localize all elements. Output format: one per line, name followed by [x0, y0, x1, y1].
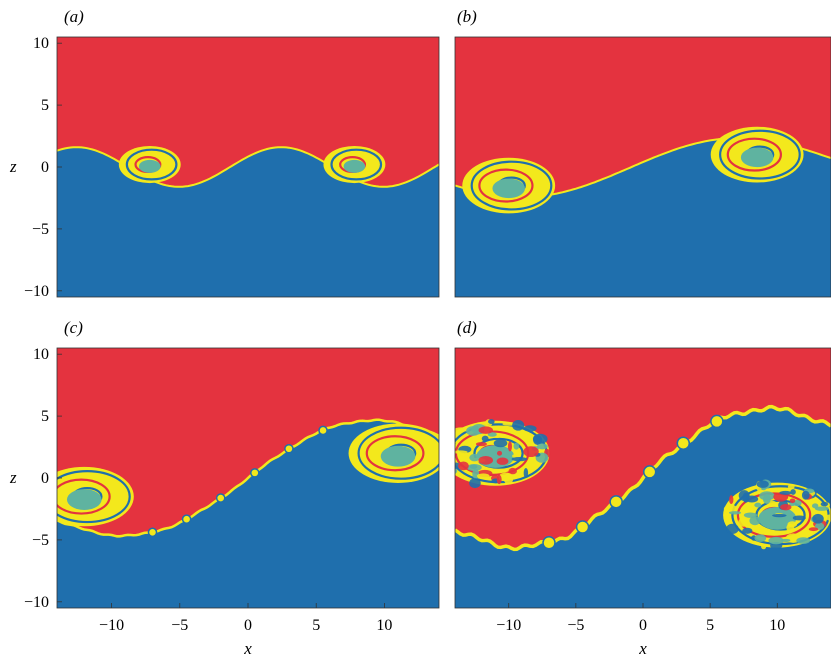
y-tick-label: 5 — [41, 408, 49, 425]
panel-label: (b) — [457, 7, 477, 26]
y-tick-label: −10 — [24, 283, 49, 300]
secondary-billow — [147, 527, 158, 538]
x-tick-label: 5 — [706, 617, 714, 634]
panel-label: (a) — [64, 7, 84, 26]
secondary-billow — [181, 514, 192, 524]
x-tick-label: 0 — [639, 617, 647, 634]
secondary-billow — [676, 436, 691, 450]
x-tick-label: 0 — [244, 617, 252, 634]
y-tick-label: −5 — [32, 221, 49, 238]
panel-label: (d) — [457, 318, 477, 337]
secondary-billow — [609, 495, 623, 509]
vortex-billow — [710, 126, 804, 183]
x-tick-label: −5 — [567, 617, 584, 634]
secondary-billow — [710, 414, 724, 429]
panel-b: (b) — [454, 7, 831, 298]
x-axis-label: x — [638, 639, 647, 658]
x-tick-label: −10 — [496, 617, 521, 634]
y-tick-label: 10 — [33, 35, 49, 52]
y-tick-label: 0 — [41, 159, 49, 176]
plot-area — [57, 348, 439, 608]
secondary-billow — [318, 425, 328, 436]
y-axis-label: z — [9, 157, 17, 176]
secondary-billow — [250, 468, 260, 478]
panel-a: (a) −10 −5 0 5 10 z — [9, 7, 440, 300]
panel-c: (c) −10 −5 0 5 10 −10 −5 0 5 10 z x — [9, 318, 440, 658]
vortex-billow — [118, 145, 181, 184]
plot-frame — [454, 36, 831, 298]
secondary-billow — [542, 536, 556, 550]
lower-fluid-region — [57, 419, 439, 608]
plot-area — [455, 37, 831, 297]
vortex-billow — [323, 145, 386, 184]
plot-area — [455, 348, 831, 608]
secondary-billow — [642, 465, 657, 479]
lower-fluid-region — [455, 406, 831, 608]
x-tick-label: 10 — [769, 617, 785, 634]
y-tick-label: 0 — [41, 470, 49, 487]
secondary-billow — [215, 493, 226, 503]
vortex-billow — [57, 466, 134, 527]
secondary-billow — [284, 443, 294, 454]
y-axis-label: z — [9, 468, 17, 487]
vortex-billow — [723, 479, 831, 550]
x-tick-label: −5 — [171, 617, 188, 634]
panel-label: (c) — [64, 318, 83, 337]
y-tick-label: 10 — [33, 346, 49, 363]
interface-mixing-layer — [455, 404, 831, 552]
vortex-billow — [348, 423, 439, 483]
lower-fluid-region — [57, 147, 439, 297]
secondary-billow — [575, 520, 590, 534]
x-tick-label: 5 — [312, 617, 320, 634]
y-tick-label: −10 — [24, 594, 49, 611]
panel-d: (d) −10 −5 0 5 10 x — [454, 318, 831, 658]
vortex-billow — [455, 419, 551, 489]
x-axis-label: x — [243, 639, 252, 658]
x-tick-label: −10 — [99, 617, 124, 634]
y-tick-label: 5 — [41, 97, 49, 114]
y-tick-label: −5 — [32, 532, 49, 549]
vortex-billow — [462, 157, 556, 214]
interface-mixing-layer — [57, 418, 439, 538]
x-tick-label: 10 — [376, 617, 392, 634]
plot-area — [57, 37, 439, 297]
